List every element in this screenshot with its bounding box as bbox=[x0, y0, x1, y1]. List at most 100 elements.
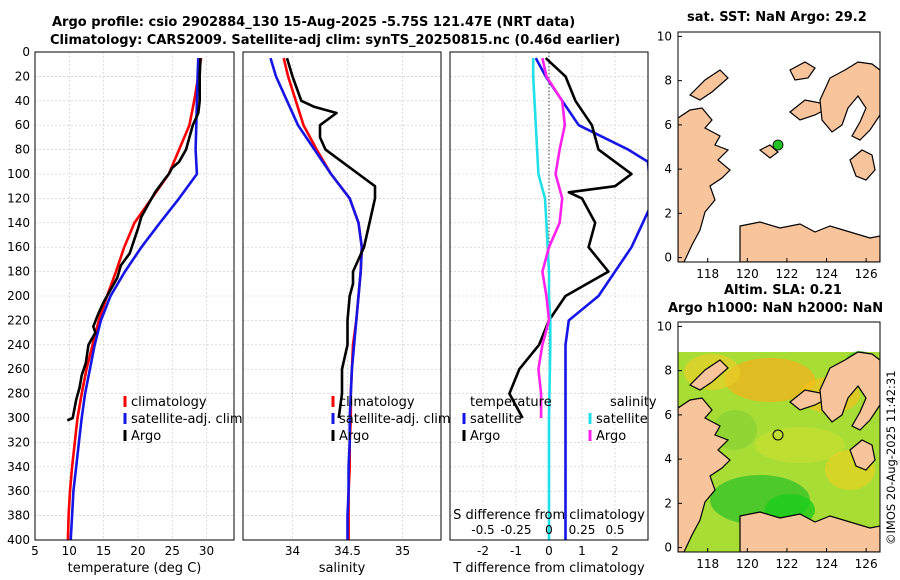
legend-label: Argo bbox=[596, 429, 626, 444]
x-tick-label: 2 bbox=[611, 544, 619, 558]
x-tick-label: -1 bbox=[510, 544, 522, 558]
x-tick-label: 10 bbox=[62, 544, 77, 558]
x-tick-label: 20 bbox=[130, 544, 145, 558]
y-tick-label: 360 bbox=[7, 484, 30, 498]
x2-tick-label: -0.25 bbox=[500, 523, 531, 537]
argo-location-marker-2 bbox=[772, 429, 784, 441]
x-tick-label: 34 bbox=[285, 544, 300, 558]
y-tick-label: 0 bbox=[22, 45, 30, 59]
series-group bbox=[66, 57, 203, 540]
x-tick-label: 15 bbox=[96, 544, 111, 558]
x-tick-label: 25 bbox=[165, 544, 180, 558]
y-tick-label: 300 bbox=[7, 411, 30, 425]
series-argo bbox=[285, 57, 377, 419]
y-tick-label: 120 bbox=[7, 191, 30, 205]
map-y-tick-label: 6 bbox=[664, 118, 672, 132]
map-x-tick-label: 124 bbox=[815, 267, 838, 281]
x-tick-label: 30 bbox=[199, 544, 214, 558]
series-argo bbox=[66, 58, 202, 422]
y-tick-label: 80 bbox=[15, 143, 30, 157]
series-salinity-satellite bbox=[531, 58, 552, 540]
axes-frame bbox=[34, 51, 235, 541]
map2-title-argo-heights: Argo h1000: NaN h2000: NaN bbox=[668, 301, 884, 316]
legend-label: satellite-adj. clim bbox=[131, 412, 243, 427]
y-tick-label: 20 bbox=[15, 69, 30, 83]
map-y-tick-label: 6 bbox=[664, 408, 672, 422]
x2-tick-label: 0.5 bbox=[605, 523, 624, 537]
map-y-tick-label: 0 bbox=[664, 251, 672, 265]
x2-tick-label: -0.5 bbox=[471, 523, 494, 537]
y-tick-label: 340 bbox=[7, 460, 30, 474]
map-x-tick-label: 120 bbox=[736, 267, 759, 281]
figure-title-line2: Climatology: CARS2009. Satellite-adj cli… bbox=[50, 33, 621, 48]
x-tick-label: 34.5 bbox=[334, 544, 361, 558]
map-x-tick-label: 126 bbox=[855, 267, 878, 281]
legend-label: climatology bbox=[131, 395, 207, 410]
sst-map-land bbox=[678, 61, 880, 262]
axes-frame bbox=[449, 51, 649, 541]
legend-label: climatology bbox=[339, 395, 415, 410]
map-y-tick-label: 2 bbox=[664, 206, 672, 220]
temperature-panel: 5 10 15 20 25 3002040608010012014016018020022… bbox=[7, 45, 243, 576]
map-x-tick-label: 118 bbox=[696, 267, 719, 281]
series-satellite-adj-clim bbox=[69, 58, 200, 540]
x-axis-label: temperature (deg C) bbox=[68, 561, 202, 576]
y-tick-label: 160 bbox=[7, 240, 30, 254]
series-temperature-argo bbox=[508, 57, 633, 419]
series-group bbox=[269, 57, 377, 540]
argo-location-marker bbox=[772, 139, 784, 151]
map-x-tick-label: 120 bbox=[736, 557, 759, 571]
map-y-tick-label: 0 bbox=[664, 541, 672, 555]
map-y-tick-label: 8 bbox=[664, 74, 672, 88]
y-tick-label: 240 bbox=[7, 338, 30, 352]
x-tick-label: 35 bbox=[395, 544, 410, 558]
y-tick-label: 100 bbox=[7, 167, 30, 181]
map-y-tick-label: 4 bbox=[664, 452, 672, 466]
map-x-tick-label: 126 bbox=[855, 557, 878, 571]
series-group bbox=[508, 57, 648, 540]
y-tick-label: 400 bbox=[7, 533, 30, 547]
legend-label: Argo bbox=[470, 429, 500, 444]
map-x-tick-label: 122 bbox=[775, 557, 798, 571]
y-tick-label: 260 bbox=[7, 362, 30, 376]
map-y-tick-label: 10 bbox=[657, 29, 672, 43]
x-tick-label: 1 bbox=[578, 544, 586, 558]
x-tick-label: 5 bbox=[31, 544, 39, 558]
y-tick-label: 320 bbox=[7, 435, 30, 449]
x-axis-label: salinity bbox=[319, 561, 366, 576]
map-x-tick-label: 124 bbox=[815, 557, 838, 571]
y-tick-label: 40 bbox=[15, 94, 30, 108]
map-y-tick-label: 4 bbox=[664, 162, 672, 176]
map-x-tick-label: 122 bbox=[775, 267, 798, 281]
figure-title-line1: Argo profile: csio 2902884_130 15-Aug-20… bbox=[52, 15, 576, 30]
sla-map-field bbox=[678, 351, 880, 552]
y-tick-label: 60 bbox=[15, 118, 30, 132]
map-x-tick-label: 118 bbox=[696, 557, 719, 571]
y-tick-label: 220 bbox=[7, 313, 30, 327]
legend-label: Argo bbox=[339, 429, 369, 444]
axes-frame bbox=[242, 51, 442, 541]
difference-panel: -2 -1 0 1 2 T difference from climatology S di… bbox=[449, 51, 657, 576]
legend-label: Argo bbox=[131, 429, 161, 444]
series-salinity-argo bbox=[537, 57, 567, 418]
sla-map: 118 120 122 124 126 0 2 4 6 8 10 bbox=[657, 319, 881, 571]
legend-heading-salinity: salinity bbox=[610, 395, 657, 410]
x-axis-label: T difference from climatology bbox=[452, 561, 645, 576]
legend-heading-temperature: temperature bbox=[470, 395, 552, 410]
sst-map: 118 120 122 124 126 0 2 4 6 8 10 bbox=[657, 29, 881, 281]
y-tick-label: 180 bbox=[7, 265, 30, 279]
legend-label: satellite bbox=[596, 412, 648, 427]
x2-tick-label: 0.25 bbox=[569, 523, 596, 537]
map-y-tick-label: 2 bbox=[664, 496, 672, 510]
x-tick-label: -2 bbox=[477, 544, 489, 558]
map-y-tick-label: 10 bbox=[657, 319, 672, 333]
map-y-tick-label: 8 bbox=[664, 364, 672, 378]
grid bbox=[243, 51, 441, 541]
salinity-panel: 34 34.5 35 salinity climatology satellite-adj… bbox=[242, 51, 451, 576]
series-satellite-adj-clim bbox=[269, 57, 364, 540]
y-tick-label: 200 bbox=[7, 289, 30, 303]
map1-title: sat. SST: NaN Argo: 29.2 bbox=[687, 10, 867, 25]
map2-title-sla: Altim. SLA: 0.21 bbox=[724, 283, 842, 298]
y-tick-label: 380 bbox=[7, 509, 30, 523]
